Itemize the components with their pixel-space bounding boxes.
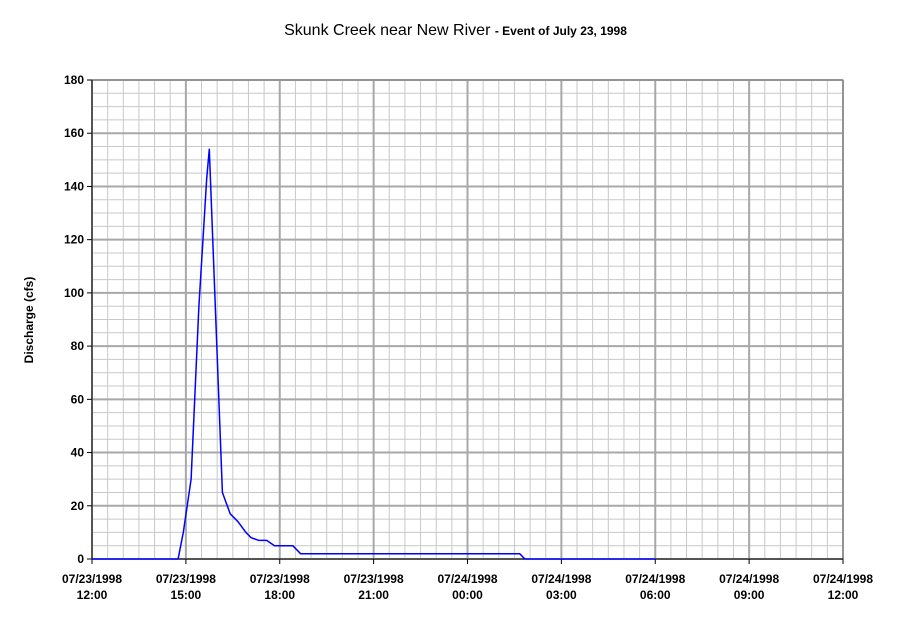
x-tick-label-time: 21:00	[358, 588, 389, 602]
grid-layer	[91, 79, 844, 560]
x-tick-label-date: 07/24/1998	[531, 572, 591, 586]
y-tick-label: 20	[71, 499, 85, 513]
x-tick-label-date: 07/24/1998	[813, 572, 873, 586]
series-layer	[92, 148, 656, 560]
y-tick-label: 120	[64, 233, 84, 247]
x-tick-label-time: 09:00	[734, 588, 765, 602]
x-tick-label-date: 07/23/1998	[344, 572, 404, 586]
y-tick-label: 0	[77, 552, 84, 566]
x-tick-label-time: 00:00	[452, 588, 483, 602]
label-layer: 0 20 40 60 80 100 120 140 160 180 07/23/1998 12:00 0…	[62, 73, 873, 602]
chart-title-main: Skunk Creek near New River	[284, 22, 491, 39]
x-tick-label-time: 18:00	[264, 588, 295, 602]
x-tick-label-time: 03:00	[546, 588, 577, 602]
discharge-series-line	[92, 148, 656, 560]
y-tick-label: 160	[64, 126, 84, 140]
y-tick-label: 100	[64, 286, 84, 300]
x-tick-label-date: 07/23/1998	[62, 572, 122, 586]
x-tick-label-time: 06:00	[640, 588, 671, 602]
y-tick-label: 80	[71, 339, 85, 353]
x-tick-label-time: 15:00	[171, 588, 202, 602]
chart-subtitle: - Event of July 23, 1998	[494, 24, 627, 38]
x-tick-label-time: 12:00	[77, 588, 108, 602]
x-tick-label-time: 12:00	[828, 588, 859, 602]
y-tick-label: 40	[71, 446, 85, 460]
y-tick-label: 60	[71, 392, 85, 406]
x-tick-label-date: 07/24/1998	[625, 572, 685, 586]
axis-layer	[87, 79, 844, 564]
y-axis-title: Discharge (cfs)	[22, 277, 36, 364]
chart-title: Skunk Creek near New River - Event of Ju…	[0, 22, 911, 40]
x-tick-label-date: 07/24/1998	[719, 572, 779, 586]
y-tick-label: 140	[64, 179, 84, 193]
x-tick-label-date: 07/23/1998	[156, 572, 216, 586]
x-tick-label-date: 07/23/1998	[250, 572, 310, 586]
x-tick-label-date: 07/24/1998	[437, 572, 497, 586]
y-tick-label: 180	[64, 73, 84, 87]
